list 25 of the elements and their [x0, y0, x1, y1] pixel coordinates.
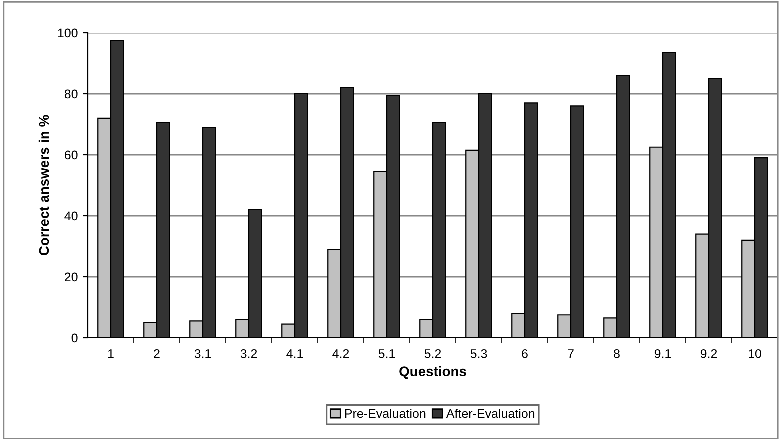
- x-tick-label: 3.1: [194, 349, 212, 358]
- legend-label: Pre-Evaluation: [345, 409, 426, 418]
- x-tick-label: 2: [154, 349, 160, 358]
- y-tick-label: 0: [72, 334, 78, 343]
- x-tick-label: 4.1: [286, 350, 304, 358]
- y-tick-label: 40: [64, 212, 78, 221]
- x-tick-label: 7: [568, 350, 574, 358]
- y-tick-label: 100: [58, 28, 78, 38]
- x-tick-label: 9.1: [654, 349, 672, 358]
- legend-label: After-Evaluation: [446, 409, 535, 418]
- x-tick-label: 10: [749, 349, 762, 358]
- x-tick-label: 5.3: [470, 349, 488, 358]
- x-tick-label: 5.1: [378, 350, 396, 358]
- x-tick-label: 9.2: [700, 349, 718, 358]
- x-tick-label: 5.2: [424, 349, 442, 358]
- x-tick-label: 1: [108, 350, 114, 358]
- y-tick-label: 80: [64, 90, 78, 99]
- y-tick-label: 60: [65, 150, 78, 160]
- x-tick-label: 3.2: [240, 349, 258, 358]
- y-axis-title: Correct answers in %: [38, 115, 50, 256]
- x-tick-label: 6: [522, 349, 528, 358]
- x-axis-title: Questions: [400, 366, 466, 380]
- x-tick-label: 4.2: [332, 349, 350, 358]
- y-tick-label: 20: [65, 272, 78, 282]
- x-tick-label: 8: [614, 349, 620, 358]
